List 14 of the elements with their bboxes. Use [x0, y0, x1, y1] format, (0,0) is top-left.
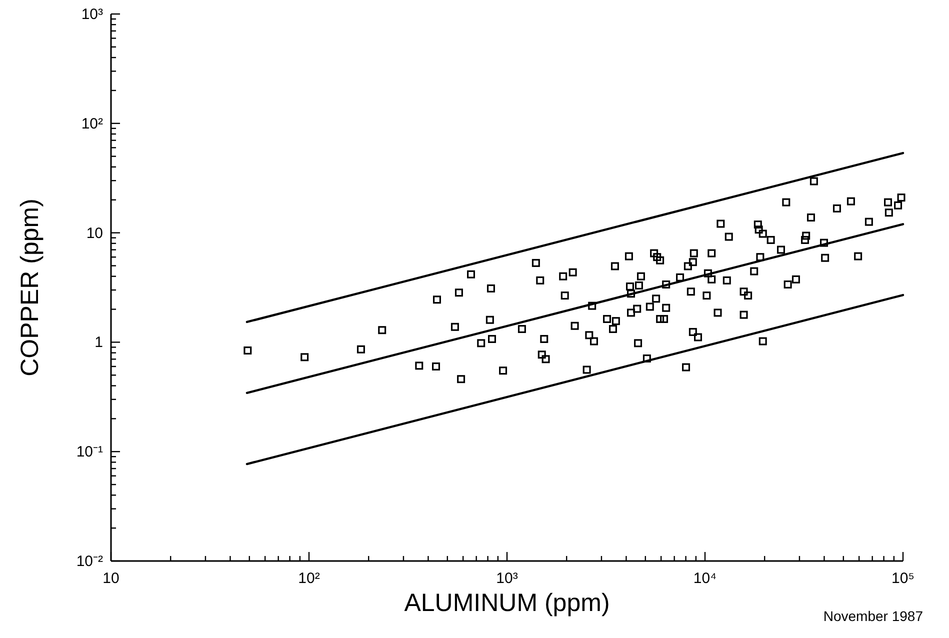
y-tick-label: 10² — [81, 115, 103, 132]
x-tick-label: 10⁴ — [693, 570, 717, 587]
x-tick-label: 10 — [102, 570, 120, 587]
y-tick-label: 1 — [94, 334, 103, 352]
y-axis-title: COPPER (ppm) — [16, 198, 44, 376]
x-tick-label: 10² — [298, 570, 320, 587]
text: November 1987 — [823, 608, 924, 624]
y-tick-label: 10³ — [81, 6, 103, 23]
x-tick-label: 10³ — [496, 570, 518, 587]
x-axis-title: ALUMINUM (ppm) — [404, 589, 610, 617]
y-tick-label: 10⁻² — [76, 553, 103, 570]
y-tick-label: 10⁻¹ — [76, 444, 103, 461]
x-tick-label: 10⁵ — [892, 570, 914, 587]
y-tick-label: 10 — [86, 224, 103, 242]
